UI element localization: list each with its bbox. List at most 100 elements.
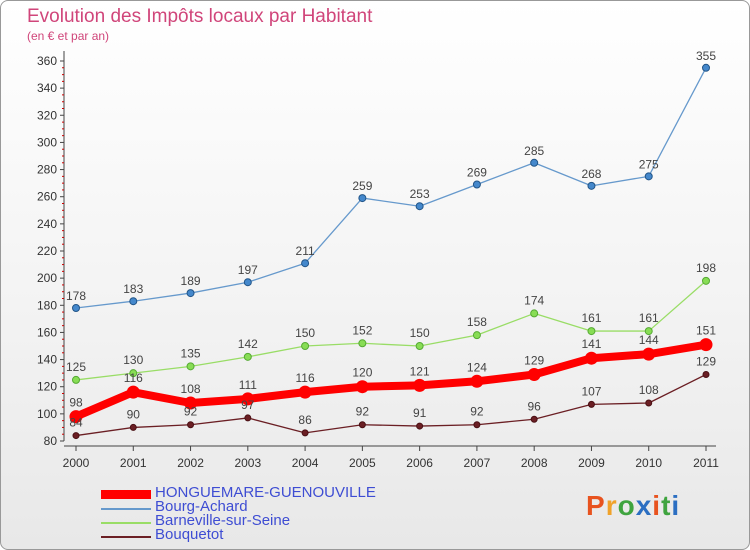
data-label: 116 bbox=[296, 371, 315, 385]
logo-letter: o bbox=[617, 490, 636, 521]
legend-label: Bourg-Achard bbox=[155, 498, 248, 515]
y-tick-label: 300 bbox=[37, 135, 57, 149]
data-point bbox=[241, 392, 255, 406]
y-tick-label: 280 bbox=[37, 163, 57, 177]
data-label: 158 bbox=[467, 315, 487, 329]
data-point bbox=[413, 378, 427, 392]
data-point bbox=[186, 289, 195, 298]
data-label: 161 bbox=[581, 311, 601, 325]
data-label: 96 bbox=[528, 399, 542, 413]
data-label: 355 bbox=[696, 49, 716, 63]
legend-label: Bouquetot bbox=[155, 526, 224, 543]
data-label: 144 bbox=[639, 333, 659, 347]
y-tick-label: 340 bbox=[37, 81, 57, 95]
data-label: 120 bbox=[352, 366, 372, 380]
data-point bbox=[470, 374, 484, 388]
data-point bbox=[184, 396, 198, 410]
data-point bbox=[72, 432, 80, 440]
x-tick-label: 2003 bbox=[234, 456, 261, 470]
data-point bbox=[702, 371, 710, 378]
data-label: 124 bbox=[467, 360, 487, 374]
data-point bbox=[355, 380, 369, 394]
data-point bbox=[587, 181, 596, 190]
data-point bbox=[587, 327, 596, 336]
data-label: 130 bbox=[123, 353, 143, 367]
logo-letter: i bbox=[652, 490, 662, 521]
data-label: 92 bbox=[184, 405, 198, 419]
data-point bbox=[472, 331, 481, 340]
y-tick-label: 80 bbox=[44, 434, 58, 448]
logo-letter: t bbox=[661, 490, 672, 521]
data-label: 211 bbox=[296, 244, 315, 258]
data-label: 183 bbox=[123, 282, 143, 296]
y-tick-label: 320 bbox=[37, 108, 57, 122]
data-point bbox=[72, 375, 80, 384]
data-label: 98 bbox=[69, 396, 83, 410]
data-label: 268 bbox=[581, 167, 601, 181]
data-point bbox=[644, 172, 653, 181]
data-label: 189 bbox=[181, 274, 201, 288]
data-point bbox=[644, 327, 653, 336]
logo-letter: P bbox=[586, 490, 606, 521]
y-tick-label: 200 bbox=[37, 271, 57, 285]
y-tick-label: 160 bbox=[37, 325, 57, 339]
y-tick-label: 360 bbox=[37, 54, 57, 68]
data-label: 142 bbox=[238, 337, 258, 351]
x-tick-label: 2011 bbox=[693, 456, 719, 470]
data-point bbox=[587, 400, 595, 408]
data-point bbox=[527, 368, 541, 381]
data-point bbox=[129, 297, 138, 306]
x-tick-label: 2002 bbox=[177, 456, 204, 470]
y-tick-label: 260 bbox=[37, 190, 57, 204]
data-point bbox=[699, 338, 713, 352]
data-point bbox=[702, 276, 710, 285]
data-point bbox=[584, 351, 598, 365]
data-label: 259 bbox=[352, 179, 372, 193]
data-label: 135 bbox=[181, 346, 201, 360]
data-point bbox=[301, 429, 309, 437]
legend-swatch bbox=[101, 508, 151, 510]
data-label: 92 bbox=[356, 405, 370, 419]
x-tick-label: 2009 bbox=[578, 456, 605, 470]
y-tick-label: 240 bbox=[37, 217, 57, 231]
data-point bbox=[301, 259, 310, 268]
data-label: 174 bbox=[524, 293, 544, 307]
x-tick-label: 2000 bbox=[63, 456, 90, 470]
x-tick-label: 2007 bbox=[464, 456, 491, 470]
data-point bbox=[129, 369, 138, 378]
legend-swatch bbox=[101, 536, 151, 538]
data-point bbox=[126, 385, 140, 399]
x-tick-label: 2006 bbox=[406, 456, 433, 470]
data-label: 92 bbox=[470, 405, 484, 419]
data-label: 86 bbox=[298, 413, 312, 427]
data-point bbox=[645, 399, 653, 407]
data-point bbox=[358, 339, 367, 348]
data-label: 97 bbox=[241, 398, 255, 412]
chart-title: Evolution des Impôts locaux par Habitant bbox=[27, 6, 373, 27]
x-tick-label: 2004 bbox=[292, 456, 319, 470]
x-tick-label: 2010 bbox=[635, 456, 662, 470]
data-label: 253 bbox=[410, 187, 430, 201]
data-point bbox=[243, 352, 252, 361]
data-label: 198 bbox=[696, 261, 716, 275]
data-label: 141 bbox=[581, 337, 601, 351]
data-label: 111 bbox=[239, 378, 258, 392]
logo-letter: i bbox=[671, 490, 681, 521]
data-point bbox=[415, 202, 424, 211]
data-label: 108 bbox=[181, 382, 201, 396]
data-point bbox=[301, 342, 310, 350]
data-label: 84 bbox=[69, 416, 83, 430]
data-point bbox=[243, 278, 252, 287]
data-label: 91 bbox=[413, 406, 427, 420]
y-tick-label: 220 bbox=[37, 244, 57, 258]
x-tick-label: 2001 bbox=[120, 456, 147, 470]
legend-label: Barneville-sur-Seine bbox=[155, 512, 291, 529]
series-line bbox=[72, 340, 710, 421]
y-tick-label: 120 bbox=[37, 380, 57, 394]
y-tick-label: 180 bbox=[37, 298, 57, 312]
data-label: 150 bbox=[410, 326, 430, 340]
y-tick-label: 140 bbox=[37, 353, 57, 367]
data-label: 129 bbox=[696, 355, 716, 369]
